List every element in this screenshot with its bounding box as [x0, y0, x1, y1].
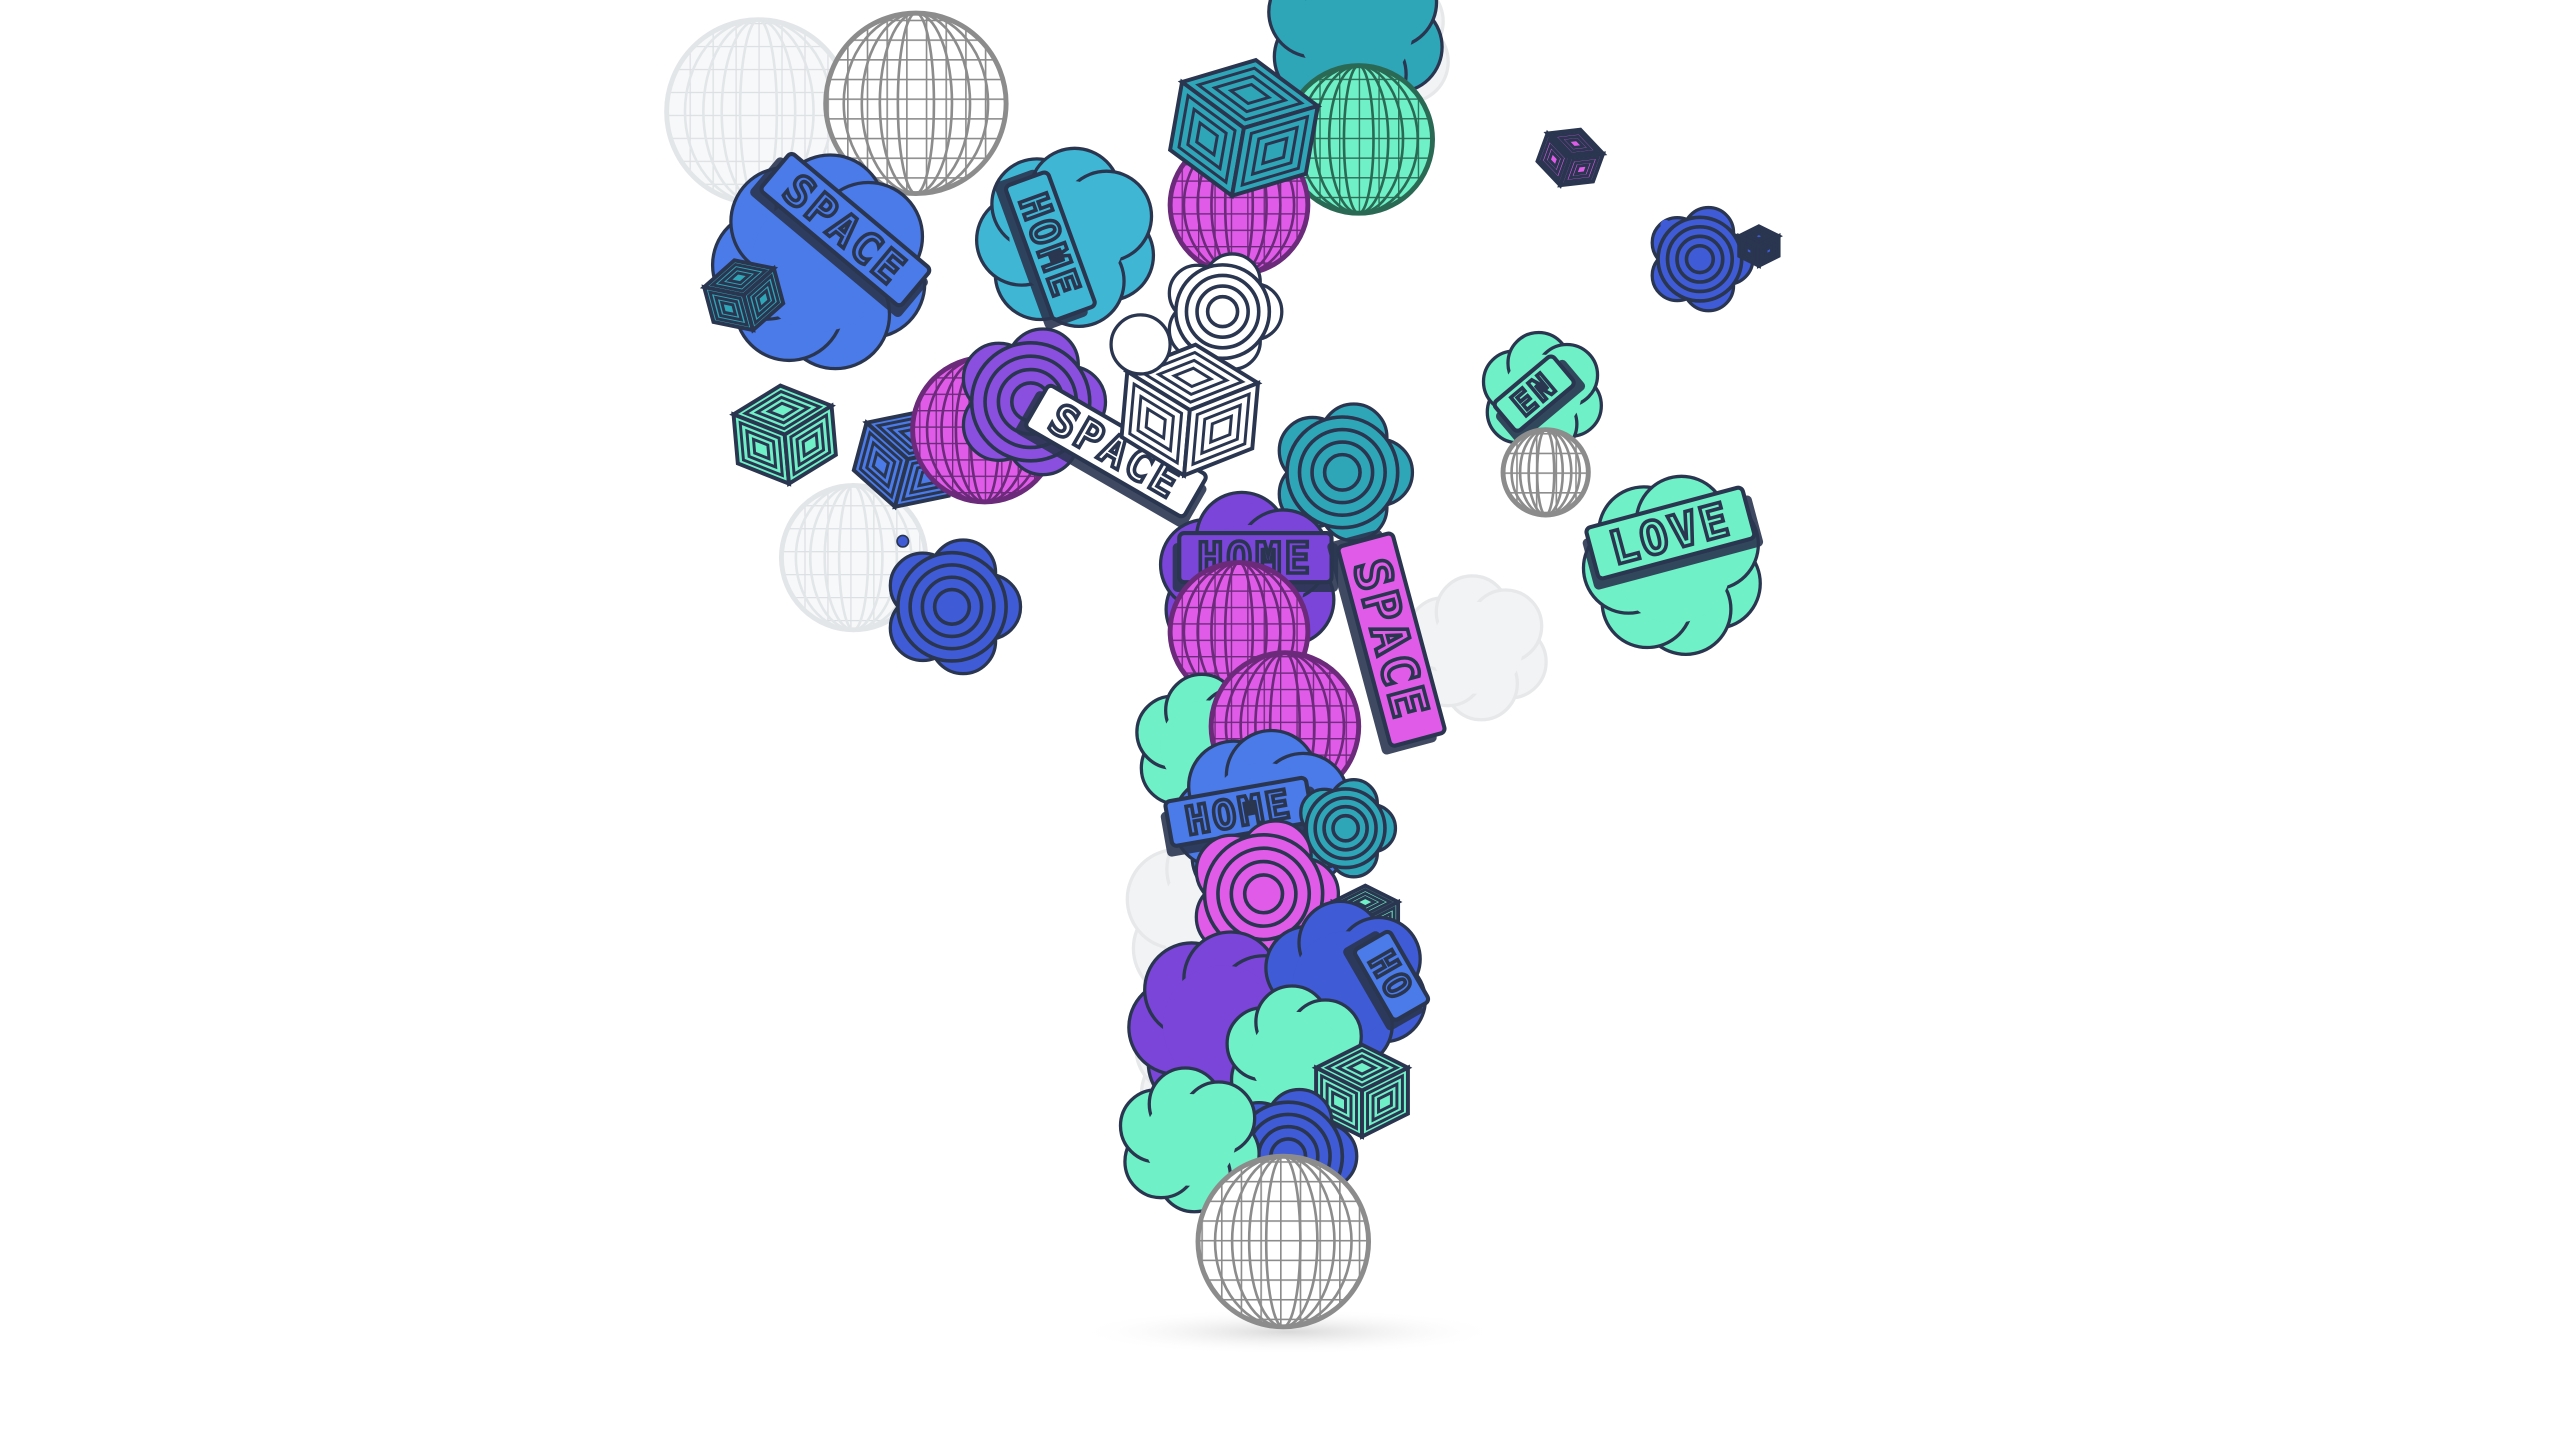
- dot: [896, 534, 910, 548]
- wireframe-sphere: [1195, 1153, 1372, 1330]
- cube-sticker: [729, 383, 838, 487]
- ball: [1109, 313, 1172, 376]
- cube-sticker: [1167, 57, 1323, 200]
- concentric-ring-sticker: [1299, 778, 1398, 879]
- dot: [1660, 219, 1671, 230]
- cube-sticker: [1535, 127, 1608, 189]
- ghost-sphere: [664, 17, 853, 206]
- ground-shadow: [1074, 1308, 1502, 1355]
- wireframe-sphere: [1500, 427, 1591, 518]
- word-sticker-fragment: EN: [1492, 354, 1586, 443]
- wireframe-sphere: [823, 10, 1009, 196]
- cloud-sticker: [1118, 1066, 1261, 1214]
- word-sticker-fragment: HO: [1343, 929, 1431, 1031]
- wireframe-sphere: [1282, 63, 1435, 216]
- concentric-ring-sticker: [1167, 252, 1284, 371]
- cube-sticker: [1734, 224, 1783, 269]
- cube-sticker: [699, 258, 786, 334]
- concentric-ring-sticker: [888, 538, 1023, 676]
- word-sticker-home: HOME: [994, 169, 1097, 330]
